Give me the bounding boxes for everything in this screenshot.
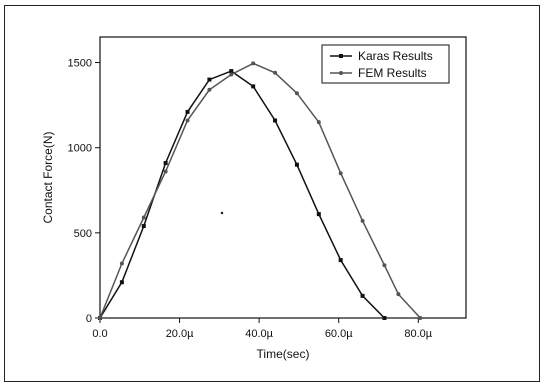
y-tick-label: 500: [74, 228, 92, 240]
data-point: [185, 118, 190, 123]
legend-marker: [339, 71, 343, 75]
data-point: [273, 70, 278, 75]
legend-marker: [339, 54, 343, 58]
x-axis-label: Time(sec): [257, 347, 310, 361]
series-line: [99, 70, 385, 319]
y-tick-label: 0: [86, 313, 92, 325]
data-point: [119, 280, 124, 285]
data-point: [316, 212, 321, 217]
data-point: [273, 118, 278, 123]
data-point: [382, 263, 387, 268]
data-point: [360, 293, 365, 298]
data-point: [338, 258, 343, 263]
data-point: [229, 69, 234, 74]
legend-box: [321, 44, 450, 84]
data-point: [396, 292, 401, 297]
x-tick-label: 40.0µ: [245, 328, 273, 340]
data-point: [251, 61, 256, 66]
plot-area: [99, 36, 467, 319]
y-axis-label: Contact Force(N): [41, 131, 55, 223]
data-point: [338, 171, 343, 176]
data-point: [382, 316, 387, 320]
x-tick-label: 80.0µ: [404, 328, 432, 340]
x-tick-label: 60.0µ: [325, 328, 353, 340]
data-point: [418, 316, 423, 320]
figure-frame: [4, 5, 540, 382]
data-point: [98, 316, 102, 320]
stray-dot: [220, 211, 224, 215]
series-1: [98, 61, 423, 320]
data-point: [207, 77, 212, 82]
data-point: [251, 84, 256, 89]
data-point: [294, 162, 299, 167]
data-point: [163, 161, 168, 166]
legend: Karas Results FEM Results: [321, 44, 450, 84]
x-tick-label: 20.0µ: [166, 328, 194, 340]
data-point: [294, 91, 299, 96]
data-point: [119, 261, 124, 266]
series-0: [98, 69, 387, 320]
data-point: [316, 120, 321, 125]
data-point: [163, 169, 168, 174]
data-point: [229, 72, 234, 77]
data-point: [185, 109, 190, 114]
data-point: [141, 224, 146, 229]
data-point: [207, 87, 212, 92]
data-point: [141, 215, 146, 220]
x-tick-label: 0.0: [92, 328, 107, 340]
legend-label: FEM Results: [358, 66, 427, 80]
y-tick-label: 1500: [68, 58, 92, 70]
axis-ticks: 0.0 20.0µ 40.0µ 60.0µ 80.0µ 0 500 1000 1500: [68, 58, 433, 340]
series-line: [99, 62, 421, 319]
legend-label: Karas Results: [358, 49, 433, 63]
series-layer: [98, 61, 423, 320]
data-point: [360, 218, 365, 223]
y-tick-label: 1000: [68, 143, 92, 155]
